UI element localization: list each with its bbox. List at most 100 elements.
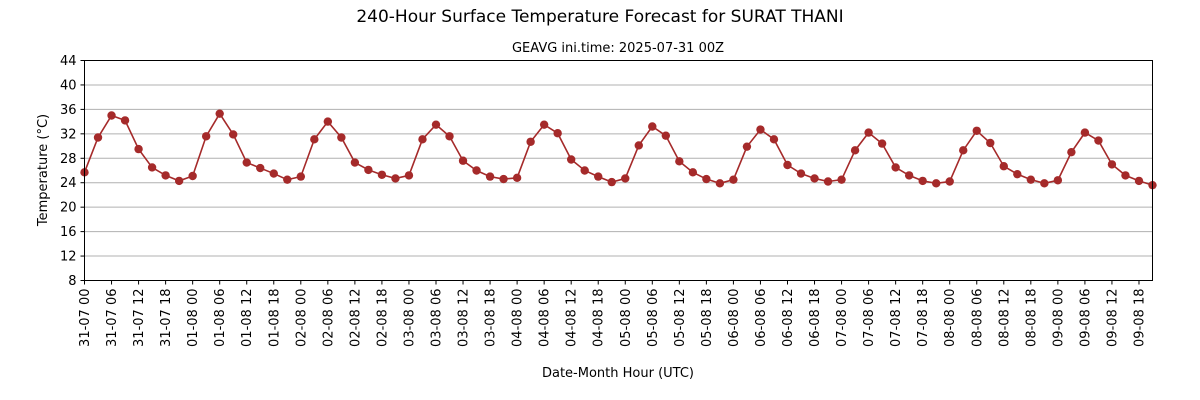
data-point bbox=[634, 141, 643, 150]
x-tick-label: 05-08 06 bbox=[646, 289, 661, 347]
x-tick-label: 06-08 18 bbox=[808, 289, 823, 347]
data-point bbox=[688, 168, 698, 177]
x-tick-label: 08-08 18 bbox=[1024, 289, 1039, 347]
data-point bbox=[364, 165, 373, 175]
data-point bbox=[783, 160, 792, 170]
data-point bbox=[1134, 176, 1144, 186]
x-tick-label: 04-08 12 bbox=[565, 289, 580, 347]
data-point bbox=[458, 156, 468, 165]
data-point bbox=[864, 128, 873, 137]
y-tick-label: 28 bbox=[60, 152, 77, 167]
data-point bbox=[918, 176, 927, 186]
data-point bbox=[742, 142, 752, 151]
x-tick-label: 06-08 00 bbox=[727, 289, 742, 347]
data-point bbox=[229, 130, 238, 139]
data-point bbox=[756, 125, 765, 134]
data-point bbox=[269, 169, 278, 178]
data-point bbox=[945, 177, 954, 186]
x-tick-label: 01-08 06 bbox=[213, 289, 228, 347]
data-point bbox=[526, 137, 535, 146]
data-point bbox=[93, 133, 103, 142]
data-point bbox=[999, 162, 1008, 171]
data-point bbox=[959, 146, 968, 155]
x-tick-label: 08-08 12 bbox=[997, 289, 1012, 347]
data-point bbox=[120, 116, 130, 125]
x-tick-label: 02-08 00 bbox=[294, 289, 309, 347]
data-point bbox=[1026, 175, 1036, 184]
x-tick-label: 01-08 18 bbox=[267, 289, 282, 347]
data-point bbox=[201, 132, 211, 141]
x-tick-label: 04-08 00 bbox=[511, 289, 526, 347]
data-point bbox=[715, 179, 725, 188]
data-point bbox=[485, 172, 495, 181]
y-tick-label: 20 bbox=[60, 201, 77, 216]
data-point bbox=[594, 172, 603, 181]
x-axis-label: Date-Month Hour (UTC) bbox=[542, 366, 694, 381]
data-point bbox=[174, 176, 184, 186]
x-tick-label: 06-08 12 bbox=[781, 289, 796, 347]
data-point bbox=[810, 174, 819, 183]
data-point bbox=[1067, 147, 1076, 157]
y-axis-label: Temperature (°C) bbox=[36, 114, 51, 227]
data-point bbox=[850, 146, 860, 155]
chart-title: 240-Hour Surface Temperature Forecast fo… bbox=[356, 7, 843, 27]
data-point bbox=[377, 170, 387, 179]
x-tick-label: 03-08 18 bbox=[484, 288, 499, 346]
data-point bbox=[823, 177, 833, 186]
data-point bbox=[1040, 179, 1049, 188]
data-point bbox=[404, 171, 414, 180]
x-tick-label: 01-08 00 bbox=[186, 289, 201, 347]
data-point bbox=[323, 117, 333, 126]
x-tick-label: 05-08 12 bbox=[673, 289, 688, 347]
data-point bbox=[553, 129, 562, 138]
x-tick-label: 31-07 18 bbox=[159, 289, 174, 347]
x-tick-label: 09-08 00 bbox=[1051, 289, 1066, 347]
x-tick-label: 07-08 18 bbox=[916, 289, 931, 347]
data-point bbox=[296, 172, 306, 181]
data-point bbox=[431, 120, 441, 129]
data-point bbox=[161, 171, 170, 180]
data-point bbox=[1094, 136, 1103, 145]
x-tick-label: 09-08 12 bbox=[1105, 289, 1120, 347]
data-point bbox=[837, 175, 846, 184]
data-point bbox=[512, 173, 522, 183]
x-tick-label: 05-08 00 bbox=[619, 289, 634, 347]
data-point bbox=[256, 163, 265, 173]
x-tick-label: 02-08 18 bbox=[375, 289, 390, 347]
x-tick-label: 06-08 06 bbox=[754, 289, 769, 347]
data-point bbox=[107, 111, 116, 120]
data-point bbox=[972, 126, 981, 135]
x-tick-label: 08-08 00 bbox=[943, 289, 958, 347]
y-tick-label: 8 bbox=[68, 274, 76, 289]
temperature-series bbox=[80, 109, 1157, 190]
x-tick-label: 03-08 00 bbox=[402, 289, 417, 347]
data-point bbox=[621, 174, 630, 183]
y-tick-label: 24 bbox=[60, 176, 77, 191]
x-tick-label: 02-08 12 bbox=[348, 289, 363, 347]
x-tick-label: 04-08 06 bbox=[538, 289, 553, 347]
x-tick-label: 01-08 12 bbox=[240, 289, 255, 347]
x-axis: 31-07 00 31-07 06 31-07 12 31-07 18 01-08 00… bbox=[78, 280, 1147, 347]
y-tick-label: 36 bbox=[60, 103, 77, 118]
y-tick-label: 44 bbox=[60, 54, 77, 69]
data-point bbox=[566, 155, 576, 164]
data-point bbox=[242, 158, 251, 167]
data-point bbox=[729, 175, 738, 184]
data-point bbox=[188, 171, 197, 181]
data-point bbox=[147, 163, 157, 172]
data-point bbox=[418, 135, 427, 144]
data-point bbox=[904, 171, 914, 180]
data-point bbox=[350, 158, 360, 167]
data-point bbox=[1013, 169, 1022, 179]
data-point bbox=[391, 174, 400, 183]
x-tick-label: 09-08 18 bbox=[1132, 289, 1147, 347]
x-tick-label: 07-08 12 bbox=[889, 289, 904, 347]
data-point bbox=[702, 174, 711, 184]
data-point bbox=[1107, 160, 1117, 169]
data-point bbox=[796, 169, 806, 178]
x-tick-label: 31-07 00 bbox=[78, 289, 93, 347]
data-point bbox=[499, 174, 508, 184]
x-tick-label: 03-08 06 bbox=[429, 289, 444, 347]
chart-subtitle: GEAVG ini.time: 2025-07-31 00Z bbox=[512, 41, 724, 56]
